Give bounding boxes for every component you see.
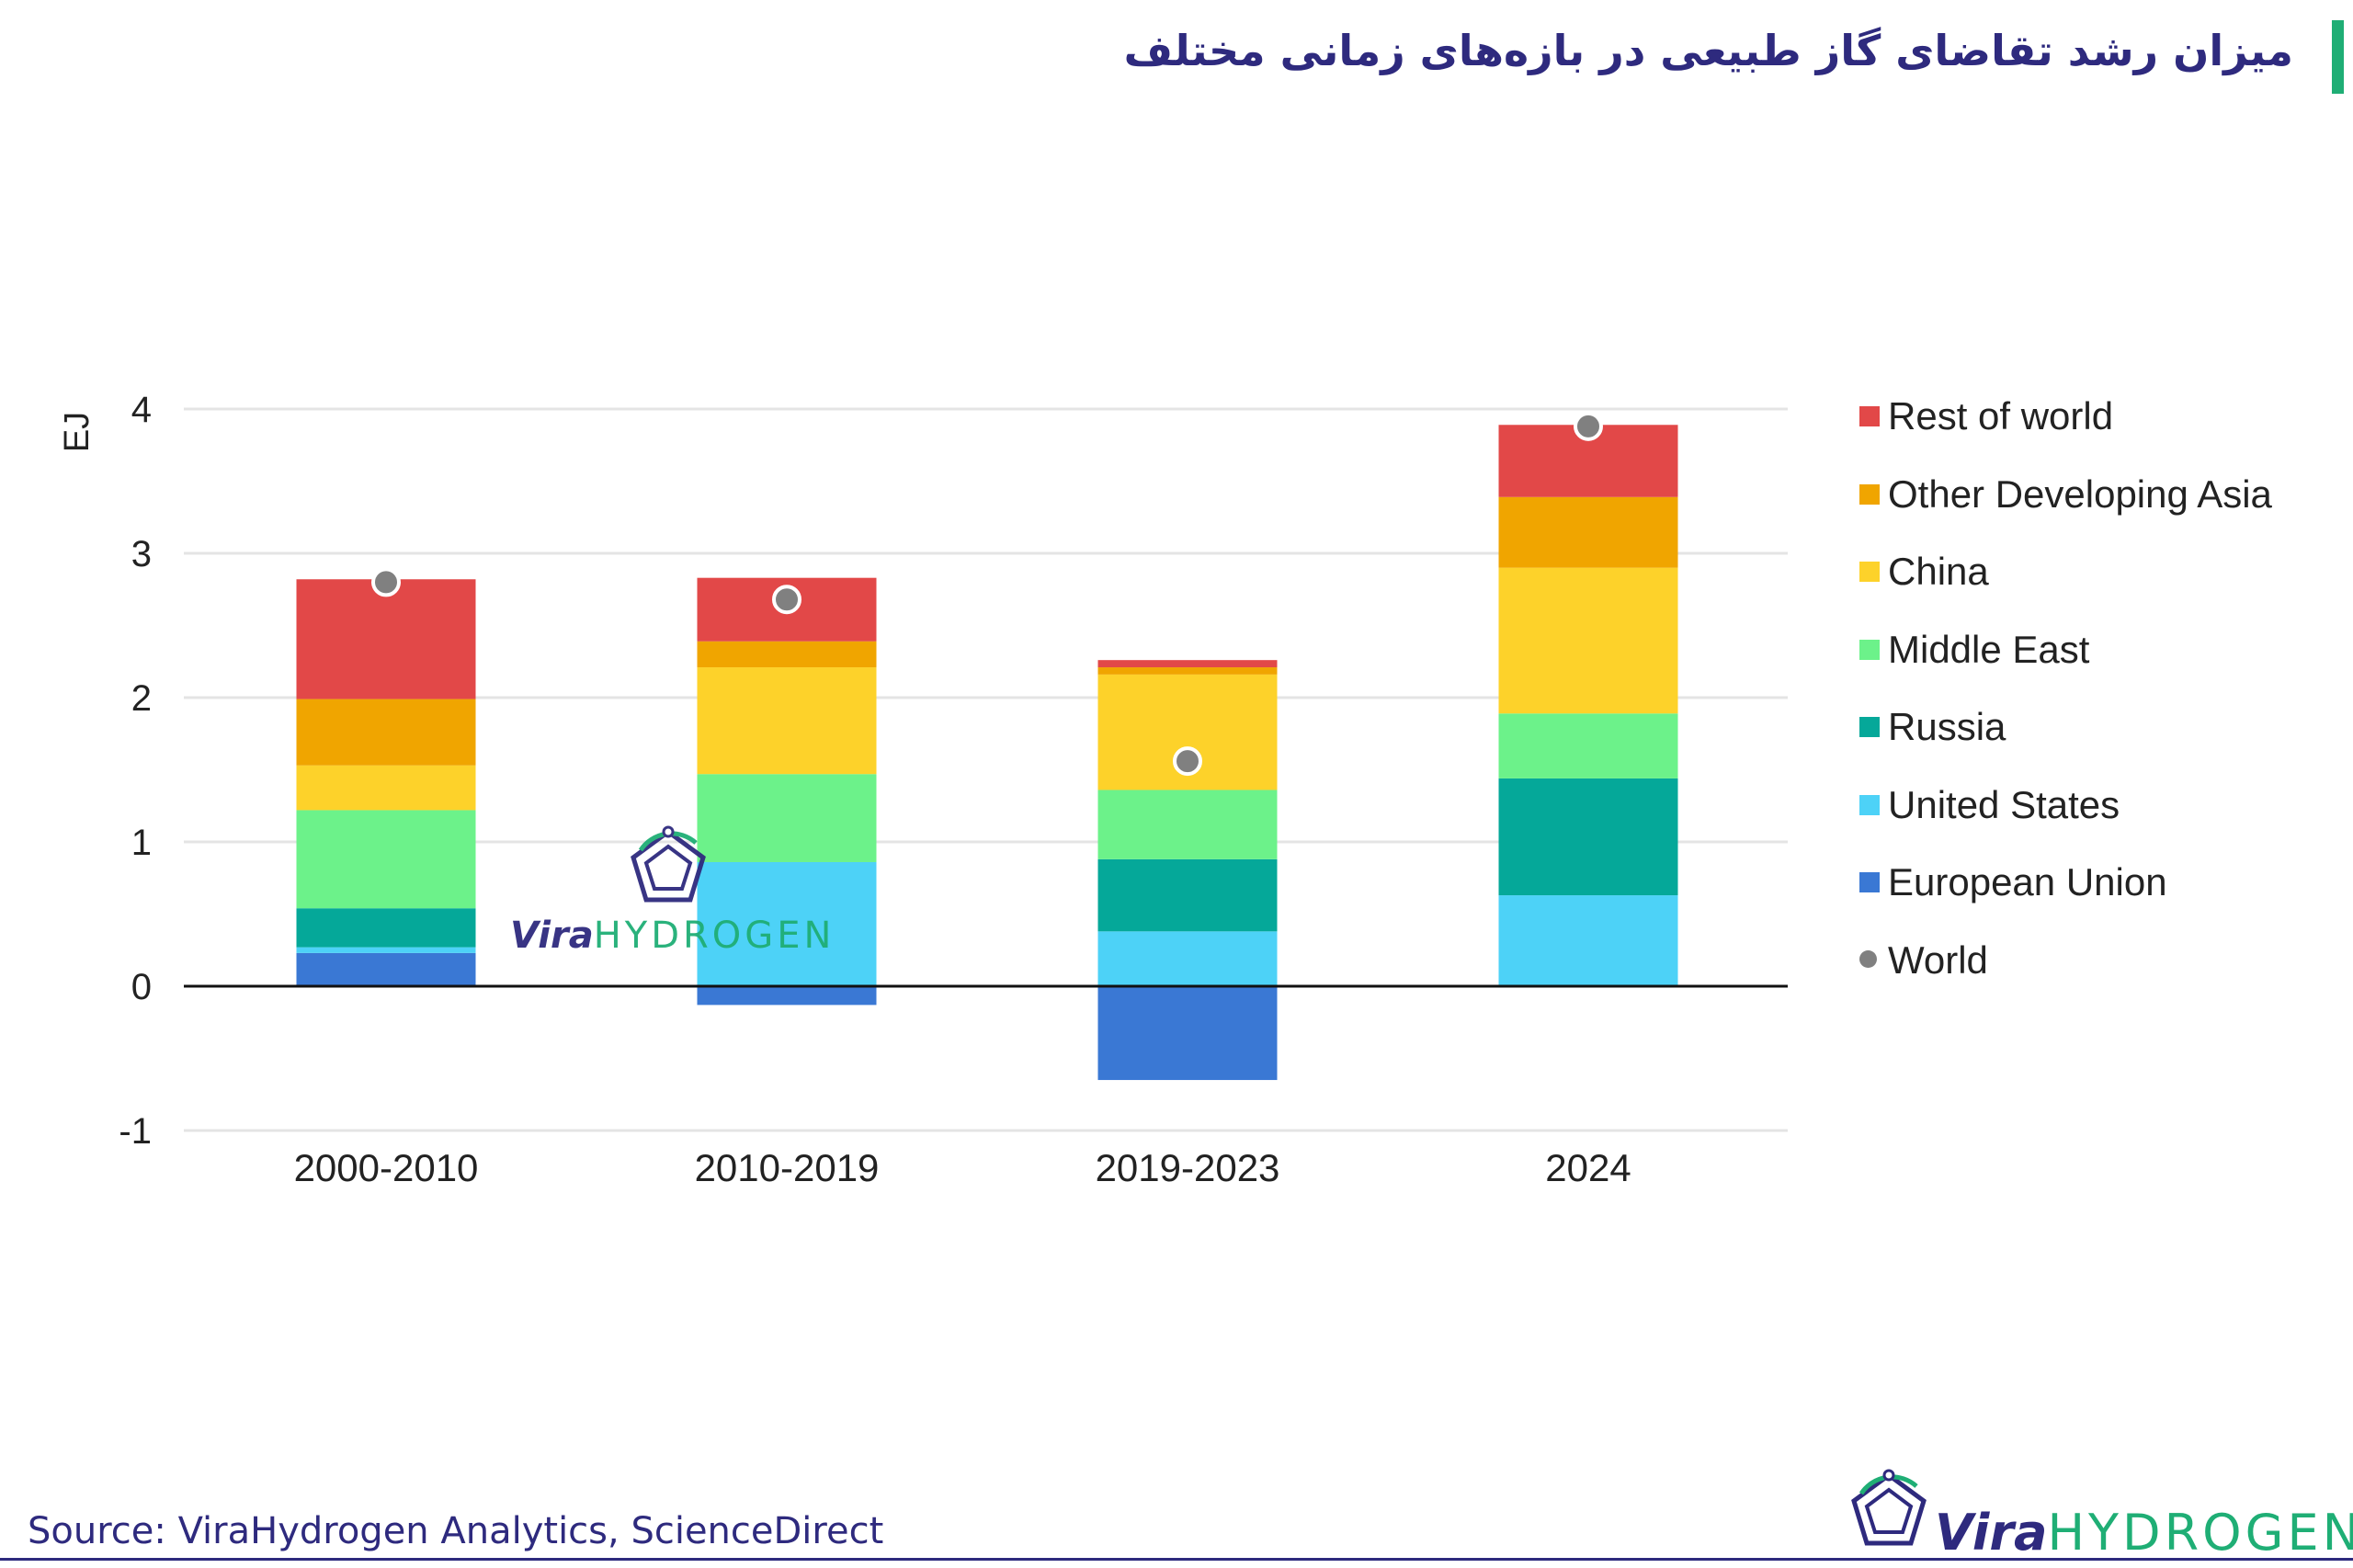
legend-swatch xyxy=(1859,483,1880,505)
legend-item: Middle East xyxy=(1857,619,2335,698)
bar-segment xyxy=(1097,790,1278,859)
legend-item: Rest of world xyxy=(1857,386,2335,464)
legend-marker xyxy=(1859,949,1877,968)
watermark-wordmark: ViraHYDROGEN xyxy=(510,913,835,959)
brand-vira: Vira xyxy=(1935,1504,2048,1562)
bar-segment xyxy=(1097,667,1278,675)
bar-segment xyxy=(1498,895,1678,986)
legend-item: United States xyxy=(1857,775,2335,853)
bar-segment xyxy=(296,947,476,953)
legend-label: Russia xyxy=(1888,705,2006,748)
world-point xyxy=(1574,411,1603,441)
brand-vira: Vira xyxy=(510,915,594,957)
bar-segment xyxy=(1498,567,1678,714)
bar-segment xyxy=(1498,778,1678,896)
legend-item: World xyxy=(1857,930,2335,1008)
legend-swatch xyxy=(1859,639,1880,660)
source-note: Source: ViraHydrogen Analytics, ScienceD… xyxy=(28,1510,884,1552)
legend-item: China xyxy=(1857,541,2335,619)
bar-segment xyxy=(1498,496,1678,568)
bar-segment xyxy=(296,765,476,811)
legend-label: Rest of world xyxy=(1888,394,2114,437)
y-tick-label: 2 xyxy=(131,678,152,719)
legend-label: China xyxy=(1888,550,1989,593)
bar-segment xyxy=(1498,713,1678,778)
legend-item: European Union xyxy=(1857,852,2335,930)
bar-segment xyxy=(697,641,877,668)
y-tick-label: 3 xyxy=(131,534,152,574)
legend-label: World xyxy=(1888,937,1988,982)
world-point xyxy=(772,585,801,615)
legend-label: Other Developing Asia xyxy=(1888,472,2272,516)
logo-wordmark: ViraHYDROGEN xyxy=(1935,1508,2353,1558)
legend-item: Russia xyxy=(1857,697,2335,775)
bar-segment xyxy=(1097,986,1278,1081)
y-axis-label: EJ xyxy=(58,412,97,452)
bar-segment xyxy=(1097,858,1278,932)
x-tick-label: 2019-2023 xyxy=(1096,1146,1280,1189)
pentagon-molecule-icon xyxy=(1851,1469,1927,1546)
chart-legend: Rest of world Other Developing Asia China M… xyxy=(1857,386,2335,1007)
legend-swatch xyxy=(1859,794,1880,815)
brand-hydrogen: HYDROGEN xyxy=(593,915,835,957)
bottom-divider xyxy=(0,1558,2353,1561)
legend-label: European Union xyxy=(1888,860,2167,903)
legend-label: Middle East xyxy=(1888,627,2090,671)
y-tick-label: 4 xyxy=(131,390,152,430)
bar-segment xyxy=(1097,660,1278,668)
legend-item: Other Developing Asia xyxy=(1857,464,2335,542)
legend-swatch xyxy=(1859,406,1880,426)
bar-segment xyxy=(697,667,877,775)
bar-segment xyxy=(296,579,476,699)
bar-segment xyxy=(1097,931,1278,986)
x-tick-label: 2000-2010 xyxy=(294,1146,479,1189)
y-tick-label: -1 xyxy=(119,1111,152,1152)
pentagon-molecule-icon xyxy=(631,825,706,903)
bar-segment xyxy=(697,774,877,862)
bar-segment xyxy=(296,699,476,766)
title-accent-bar xyxy=(2332,20,2344,94)
bar-segment xyxy=(296,908,476,948)
legend-swatch xyxy=(1859,717,1880,737)
bar-segment xyxy=(697,986,877,1006)
legend-swatch xyxy=(1859,872,1880,892)
legend-label: United States xyxy=(1888,782,2120,826)
world-point xyxy=(1173,746,1202,777)
y-tick-label: 1 xyxy=(131,823,152,863)
bar-segment xyxy=(697,861,877,986)
legend-swatch xyxy=(1859,562,1880,582)
bar-segment xyxy=(296,810,476,909)
bar-segment xyxy=(296,952,476,986)
brand-hydrogen: HYDROGEN xyxy=(2047,1504,2353,1562)
page-title: میزان رشد تقاضای گاز طبیعی در بازه‌های ز… xyxy=(1123,26,2293,75)
y-tick-label: 0 xyxy=(131,967,152,1007)
x-tick-label: 2024 xyxy=(1545,1146,1631,1189)
world-point xyxy=(371,567,401,597)
x-tick-label: 2010-2019 xyxy=(695,1146,880,1189)
